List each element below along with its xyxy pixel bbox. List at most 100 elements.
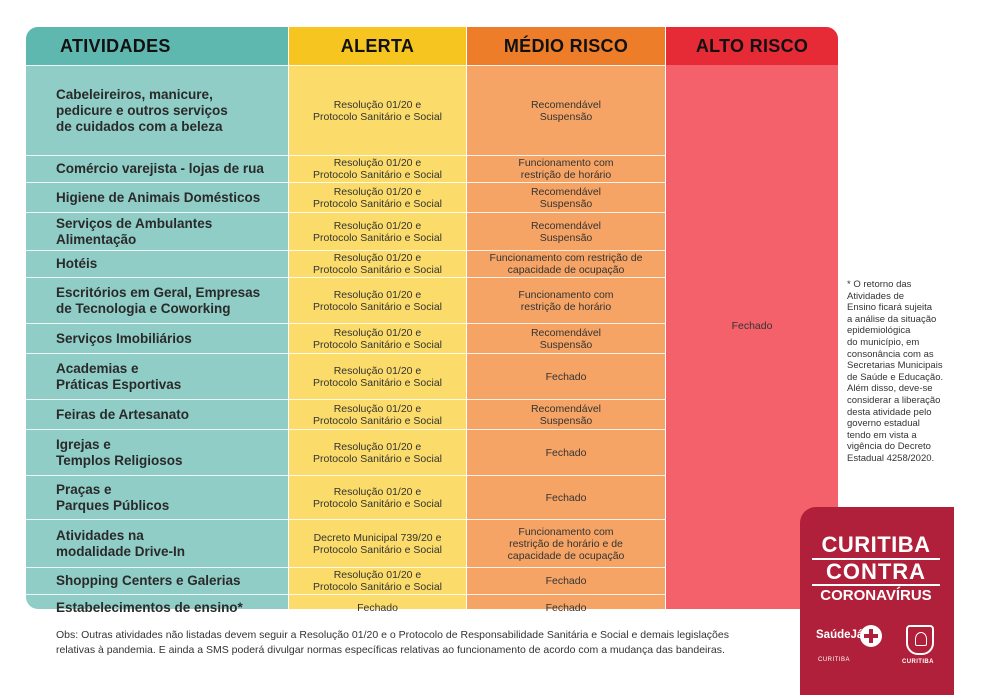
atividade-cell: Academias e Práticas Esportivas: [26, 354, 288, 399]
medio-risco-cell: Funcionamento com restrição de capacidade…: [467, 251, 665, 277]
medio-risco-cell: Funcionamento com restrição de horário: [467, 278, 665, 323]
cell-line: Fechado: [545, 446, 587, 459]
footnote-line: consonância com as: [847, 348, 934, 360]
cell-line: Funcionamento com: [518, 157, 614, 169]
atividade-cell: Serviços Imobiliários: [26, 324, 288, 353]
obs-note: Obs: Outras atividades não listadas deve…: [56, 628, 756, 658]
medio-risco-cell: Recomendável Suspensão: [467, 213, 665, 250]
cell-line: pedicure e outros serviços: [56, 102, 228, 118]
cell-line: Protocolo Sanitário e Social: [313, 452, 442, 465]
cell-line: Resolução 01/20 e: [333, 485, 422, 498]
table-row: Comércio varejista - lojas de rua Resoluç…: [26, 155, 666, 182]
cell-line: Funcionamento com restrição de: [489, 252, 643, 264]
footnote-line: Ensino ficará sujeita: [847, 302, 933, 314]
alerta-cell: Resolução 01/20 e Protocolo Sanitário e S…: [289, 156, 466, 182]
alerta-cell-text: Resolução 01/20 e Protocolo Sanitário e S…: [313, 157, 442, 181]
atividade-cell-text: Atividades na modalidade Drive-In: [56, 528, 185, 560]
cell-line: Resolução 01/20 e: [333, 288, 422, 301]
atividade-cell-text: Estabelecimentos de ensino*: [56, 600, 243, 616]
footnote-line: Estadual 4258/2020.: [847, 452, 935, 464]
alerta-cell: Decreto Municipal 739/20 e Protocolo Sani…: [289, 520, 466, 567]
table-row: Academias e Práticas Esportivas Resolução …: [26, 353, 666, 399]
medio-risco-cell: Recomendável Suspensão: [467, 66, 665, 155]
crest-label: CURITIBA: [902, 659, 934, 665]
cell-line: Decreto Municipal 739/20 e: [313, 531, 442, 544]
alerta-cell: Resolução 01/20 e Protocolo Sanitário e S…: [289, 183, 466, 212]
alerta-cell-text: Resolução 01/20 e Protocolo Sanitário e S…: [313, 252, 442, 276]
alerta-cell-text: Resolução 01/20 e Protocolo Sanitário e S…: [313, 99, 442, 123]
cell-line: Práticas Esportivas: [56, 376, 182, 392]
alerta-cell: Resolução 01/20 e Protocolo Sanitário e S…: [289, 476, 466, 519]
footnote-line: Atividades de: [847, 290, 905, 302]
medio-risco-cell-text: Funcionamento com restrição de capacidade…: [490, 252, 643, 276]
risk-table: ATIVIDADES ALERTA MÉDIO RISCO ALTO RISCO…: [26, 27, 838, 615]
cell-line: Funcionamento com: [518, 525, 614, 538]
table-row: Serviços Imobiliários Resolução 01/20 e Pr…: [26, 323, 666, 353]
alerta-cell-text: Fechado: [357, 602, 398, 614]
medio-risco-cell-text: Fechado: [546, 492, 587, 504]
cell-line: Resolução 01/20 e: [333, 569, 422, 581]
table-row: Higiene de Animais Domésticos Resolução 0…: [26, 182, 666, 212]
brand-title: CURITIBA CONTRA CORONAVÍRUS: [812, 533, 940, 605]
cell-line: Fechado: [545, 370, 587, 383]
table-row: Feiras de Artesanato Resolução 01/20 e Pro…: [26, 399, 666, 429]
alerta-cell-text: Resolução 01/20 e Protocolo Sanitário e S…: [313, 327, 442, 351]
atividade-cell-text: Shopping Centers e Galerias: [56, 573, 241, 589]
cell-line: Protocolo Sanitário e Social: [313, 376, 442, 389]
cell-line: Templos Religiosos: [56, 452, 183, 468]
atividade-cell-text: Cabeleireiros, manicure, pedicure e outro…: [56, 87, 228, 135]
cell-line: Shopping Centers e Galerias: [56, 573, 241, 588]
medio-risco-cell: Funcionamento com restrição de horário e …: [467, 520, 665, 567]
curitiba-contra-coronavirus-badge: CURITIBA CONTRA CORONAVÍRUS SaúdeJá CURI…: [800, 507, 954, 695]
medio-risco-cell-text: Recomendável Suspensão: [531, 327, 601, 351]
header-alto-risco: ALTO RISCO: [666, 27, 838, 65]
cell-line: Suspensão: [539, 338, 593, 351]
medio-risco-cell: Recomendável Suspensão: [467, 324, 665, 353]
cell-line: de cuidados com a beleza: [56, 118, 223, 134]
atividade-cell: Feiras de Artesanato: [26, 400, 288, 429]
alerta-cell-text: Resolução 01/20 e Protocolo Sanitário e S…: [313, 403, 442, 427]
cell-line: capacidade de ocupação: [507, 264, 625, 276]
cell-line: Serviços de Ambulantes: [56, 215, 213, 231]
alerta-cell-text: Resolução 01/20 e Protocolo Sanitário e S…: [313, 186, 442, 210]
atividade-cell: Igrejas e Templos Religiosos: [26, 430, 288, 475]
cell-line: Parques Públicos: [56, 497, 170, 513]
footnote-line: governo estadual: [847, 418, 920, 430]
cell-line: de Tecnologia e Coworking: [56, 300, 231, 316]
cell-line: Feiras de Artesanato: [56, 406, 190, 422]
cell-line: Estabelecimentos de ensino*: [56, 600, 243, 615]
cell-line: Igrejas e: [56, 436, 111, 452]
medio-risco-cell-text: Fechado: [546, 575, 587, 587]
medio-risco-cell-text: Recomendável Suspensão: [531, 186, 601, 210]
cell-line: Comércio varejista - lojas de rua: [56, 161, 264, 176]
table-row: Atividades na modalidade Drive-In Decreto …: [26, 519, 666, 567]
cell-line: restrição de horário: [520, 169, 612, 181]
cell-line: Fechado: [545, 575, 587, 587]
medio-risco-cell-text: Fechado: [546, 602, 587, 614]
cell-line: Resolução 01/20 e: [333, 440, 422, 453]
ensino-footnote: * O retorno das Atividades de Ensino ficar…: [847, 279, 959, 465]
table-row: Hotéis Resolução 01/20 e Protocolo Sanitár…: [26, 250, 666, 277]
medio-risco-cell-text: Funcionamento com restrição de horário: [518, 157, 613, 181]
footnote-line: a análise da situação: [847, 313, 937, 325]
medio-risco-cell: Fechado: [467, 476, 665, 519]
atividade-cell: Estabelecimentos de ensino*: [26, 595, 288, 621]
cell-line: Fechado: [357, 602, 398, 614]
saude-ja-sub: CURITIBA: [818, 657, 851, 663]
medio-risco-cell-text: Recomendável Suspensão: [531, 220, 601, 244]
medio-risco-cell: Fechado: [467, 354, 665, 399]
atividade-cell: Serviços de Ambulantes Alimentação: [26, 213, 288, 250]
atividade-cell-text: Praças e Parques Públicos: [56, 482, 169, 514]
atividade-cell-text: Higiene de Animais Domésticos: [56, 190, 260, 206]
medio-risco-cell-text: Fechado: [546, 371, 587, 383]
cell-line: Recomendável: [530, 98, 602, 111]
alerta-cell-text: Resolução 01/20 e Protocolo Sanitário e S…: [313, 486, 442, 510]
alerta-cell: Resolução 01/20 e Protocolo Sanitário e S…: [289, 66, 466, 155]
atividade-cell-text: Escritórios em Geral, Empresas de Tecnolo…: [56, 285, 260, 317]
cell-line: Suspensão: [539, 414, 593, 427]
cell-line: Resolução 01/20 e: [333, 326, 422, 339]
atividade-cell-text: Academias e Práticas Esportivas: [56, 361, 181, 393]
cell-line: Higiene de Animais Domésticos: [56, 189, 261, 205]
medio-risco-cell: Recomendável Suspensão: [467, 400, 665, 429]
alerta-column-bg: [289, 27, 466, 609]
